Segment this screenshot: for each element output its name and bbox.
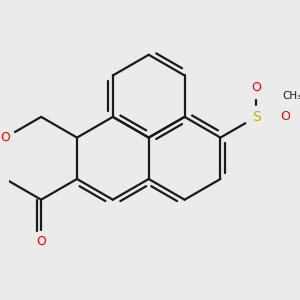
Text: S: S	[252, 110, 261, 124]
Text: O: O	[280, 110, 290, 123]
Text: O: O	[0, 131, 10, 144]
Text: O: O	[251, 81, 261, 94]
Text: CH₃: CH₃	[283, 91, 300, 101]
Text: O: O	[36, 235, 46, 248]
